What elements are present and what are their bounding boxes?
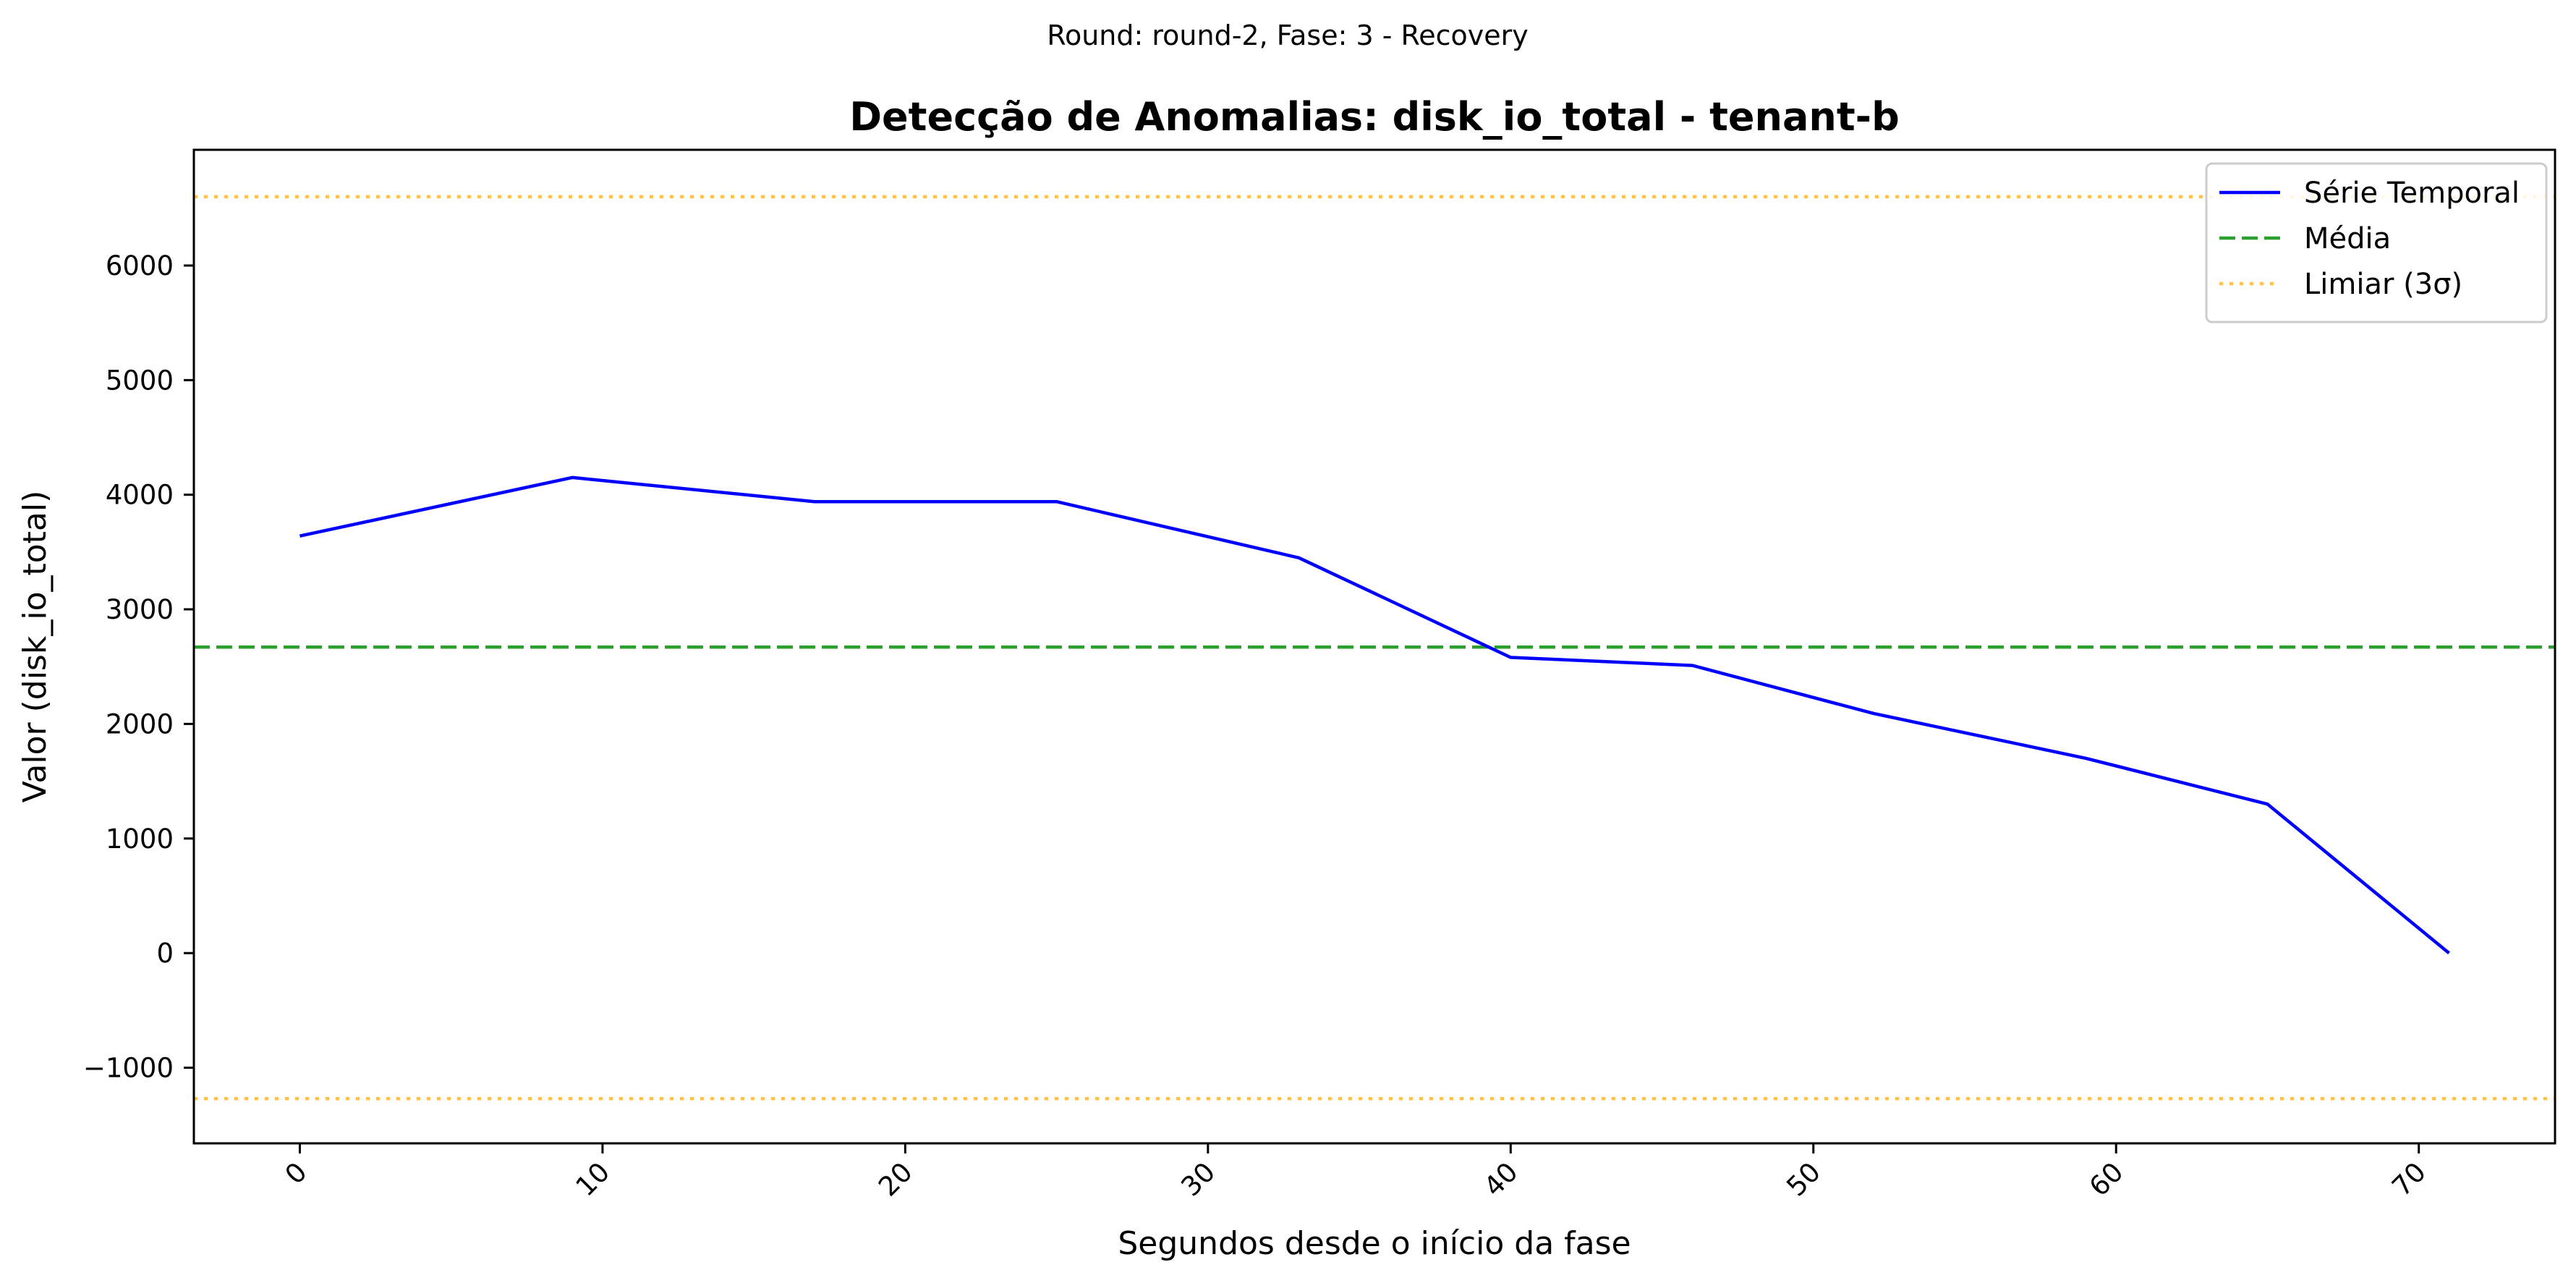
x-tick-label: 70 <box>2386 1156 2432 1203</box>
plot-area <box>194 195 2555 1101</box>
legend-label: Média <box>2304 222 2391 255</box>
y-axis-label: Valor (disk_io_total) <box>17 491 54 803</box>
legend-label: Série Temporal <box>2304 177 2520 210</box>
y-tick-label: 6000 <box>106 250 174 281</box>
x-axis: 0 10 20 30 40 50 60 70 <box>279 1143 2432 1203</box>
chart-title: Detecção de Anomalias: disk_io_total - t… <box>849 94 1900 140</box>
x-tick-label: 0 <box>279 1156 313 1190</box>
legend-box <box>2205 162 2548 323</box>
x-tick-label: 40 <box>1478 1156 1524 1203</box>
y-tick-label: 3000 <box>106 594 174 625</box>
x-tick-label: 60 <box>2083 1156 2130 1203</box>
y-tick-label: 0 <box>156 938 174 969</box>
y-axis: −1000 0 1000 2000 3000 4000 5000 6000 <box>83 250 194 1083</box>
series-line-0 <box>299 475 2450 954</box>
plot-frame <box>192 148 2556 1145</box>
y-tick-label: 1000 <box>106 823 174 855</box>
y-tick-label: 5000 <box>106 365 174 396</box>
legend-label: Limiar (3σ) <box>2304 268 2462 301</box>
x-tick-label: 50 <box>1780 1156 1827 1203</box>
y-tick-label: 2000 <box>106 708 174 740</box>
legend: Série Temporal Média Limiar (3σ) <box>2205 162 2548 323</box>
x-axis-label: Segundos desde o início da fase <box>1118 1225 1631 1262</box>
x-tick-label: 10 <box>570 1156 616 1203</box>
x-tick-label: 20 <box>872 1156 919 1203</box>
y-tick-label: 4000 <box>106 480 174 511</box>
chart-suptitle: Round: round-2, Fase: 3 - Recovery <box>1047 20 1528 51</box>
x-tick-label: 30 <box>1176 1156 1222 1203</box>
y-tick-label: −1000 <box>83 1052 174 1083</box>
